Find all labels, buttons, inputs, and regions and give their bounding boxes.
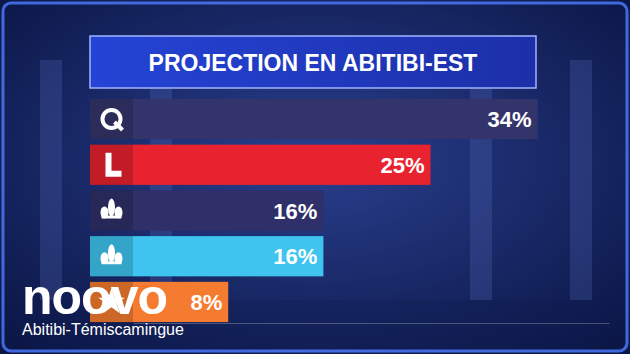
icon-box [90, 99, 133, 139]
x-axis [134, 323, 610, 324]
pillar [570, 60, 592, 300]
pillar [470, 60, 492, 300]
party-icon [106, 153, 122, 177]
data-label: 25% [380, 153, 424, 178]
party-icon [101, 199, 123, 219]
chart: PROJECTION EN ABITIBI-EST 34% 25% 16% 16% 8% n… [0, 0, 630, 354]
icon-shape [115, 122, 123, 130]
data-label: 16% [273, 199, 317, 224]
party-icon [103, 110, 123, 130]
data-label: 16% [273, 244, 317, 269]
bar [133, 145, 431, 185]
bars [133, 99, 538, 322]
icon-shape [108, 244, 115, 262]
title-box [90, 36, 536, 88]
party-icon [101, 244, 123, 264]
brand-region: Abitibi-Témiscamingue [22, 321, 184, 338]
title: PROJECTION EN ABITIBI-EST [149, 50, 478, 76]
pillar [40, 60, 62, 300]
data-labels: 34% 25% 16% 16% 8% [190, 107, 531, 315]
icon-shape [108, 199, 115, 217]
data-label: 34% [488, 107, 532, 132]
bar [133, 99, 538, 139]
data-label: 8% [190, 290, 222, 315]
background [0, 0, 630, 354]
icon-box [90, 145, 133, 185]
icon-shape [102, 261, 122, 264]
axis-line [134, 323, 610, 324]
icon-shape [106, 153, 122, 177]
icon-shape [102, 216, 122, 219]
frame [3, 3, 627, 351]
bar [133, 190, 323, 230]
icon-box [90, 190, 133, 230]
background-decor [0, 60, 630, 354]
brand-logo: noovo [22, 269, 167, 325]
